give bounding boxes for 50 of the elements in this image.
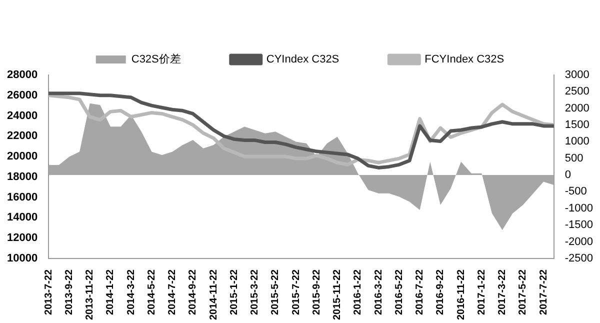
y2-tick-label: 3000 — [564, 69, 590, 82]
y2-tick-label: -2000 — [564, 236, 594, 248]
x-tick-label: 2014-1-22 — [105, 268, 116, 315]
legend-label: CYIndex C32S — [266, 54, 340, 66]
y2-tick-label: 2500 — [564, 86, 590, 98]
legend-label: C32S价差 — [131, 54, 181, 66]
y-tick-label: 22000 — [6, 130, 38, 142]
y-tick-label: 26000 — [6, 89, 38, 102]
x-tick-label: 2016-11-22 — [456, 268, 467, 320]
y-tick-label: 18000 — [6, 170, 38, 183]
y-tick-label: 10000 — [6, 252, 38, 264]
x-tick-label: 2014-11-22 — [208, 268, 220, 320]
x-tick-label: 2013-11-22 — [84, 268, 96, 320]
x-tick-label: 2014-9-22 — [188, 268, 199, 315]
y2-tick-label: 1500 — [564, 119, 590, 132]
x-tick-label: 2015-3-22 — [250, 268, 261, 315]
y2-tick-label: 2000 — [564, 102, 590, 114]
y-tick-label: 28000 — [6, 69, 38, 82]
x-tick-label: 2015-11-22 — [332, 268, 344, 320]
y2-tick-label: -1000 — [564, 202, 594, 214]
y2-tick-label: -2500 — [564, 252, 594, 264]
y-tick-label: 24000 — [6, 110, 38, 122]
y2-tick-label: 0 — [564, 169, 571, 182]
x-tick-label: 2013-9-22 — [64, 268, 75, 315]
x-tick-label: 2016-7-22 — [414, 268, 426, 315]
x-tick-label: 2014-5-22 — [146, 268, 158, 315]
x-tick-label: 2017-1-22 — [476, 268, 488, 315]
x-tick-label: 2016-1-22 — [352, 268, 364, 315]
x-tick-label: 2015-9-22 — [311, 268, 322, 315]
x-tick-label: 2015-7-22 — [290, 268, 302, 315]
y-tick-label: 14000 — [6, 212, 38, 224]
y-tick-label: 12000 — [6, 232, 38, 244]
x-tick-label: 2014-3-22 — [126, 268, 137, 315]
x-tick-label: 2016-5-22 — [394, 268, 405, 315]
x-tick-label: 2015-1-22 — [228, 268, 240, 315]
x-tick-label: 2017-5-22 — [518, 268, 529, 315]
legend-label: FCYIndex C32S — [424, 54, 504, 66]
y2-tick-label: 1000 — [564, 136, 590, 148]
y2-tick-label: -500 — [564, 186, 587, 198]
x-tick-label: 2015-5-22 — [270, 268, 282, 315]
x-tick-label: 2016-3-22 — [373, 268, 384, 315]
x-tick-label: 2013-7-22 — [43, 268, 54, 315]
x-tick-label: 2017-3-22 — [497, 268, 508, 315]
x-tick-label: 2014-7-22 — [167, 268, 178, 315]
x-tick-label: 2017-7-22 — [538, 268, 550, 315]
y2-tick-label: -1500 — [564, 219, 594, 232]
y-tick-label: 16000 — [6, 191, 38, 204]
x-tick-label: 2016-9-22 — [435, 268, 446, 315]
y-tick-label: 20000 — [6, 150, 38, 163]
y2-tick-label: 500 — [564, 152, 584, 164]
